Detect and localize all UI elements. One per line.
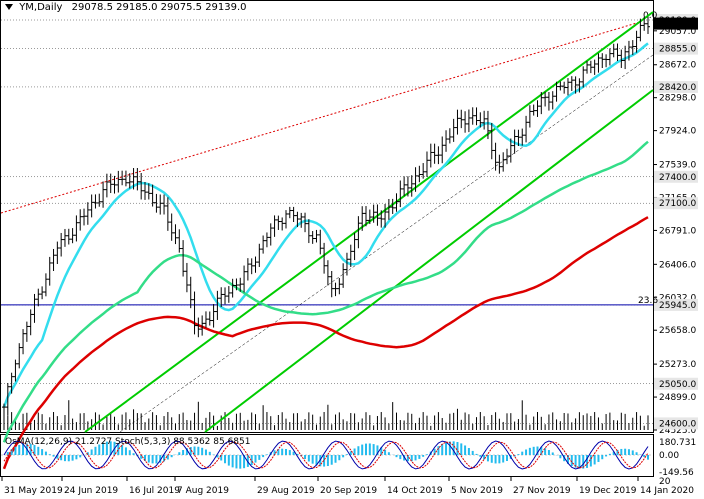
- time-tick-label: 5 Nov 2019: [451, 486, 503, 496]
- time-tick-label: 20 Sep 2019: [320, 486, 377, 496]
- price-tick-label: 24525.0: [659, 426, 696, 436]
- channel-lower: [204, 89, 654, 433]
- osc-extra-tick-label: 20: [659, 477, 671, 487]
- oscillator-panel-frame: [0, 434, 654, 477]
- time-tick-label: 14 Jan 2020: [640, 486, 694, 496]
- ohlc-values: 29078.5 29185.0 29075.5 29139.0: [71, 2, 247, 13]
- level-label-bg: [654, 377, 698, 390]
- trend-line-mid: [119, 54, 654, 433]
- level-label-bg: [654, 298, 698, 311]
- level-label: 27100.0: [659, 199, 696, 209]
- price-tick-label: 26032.0: [659, 293, 696, 303]
- time-tick-label: 29 Aug 2019: [257, 486, 315, 496]
- time-tick-label: 14 Oct 2019: [387, 486, 443, 496]
- osc-tick-label: -149.56: [659, 468, 694, 478]
- symbol-label: YM,Daily: [19, 2, 63, 13]
- price-tick-label: 28672.0: [659, 61, 696, 71]
- osc-tick-label: 0.00: [659, 451, 679, 461]
- price-tick-label: 25273.0: [659, 360, 696, 370]
- price-tick-label: 28298.0: [659, 94, 696, 104]
- price-tick-label: 27924.0: [659, 127, 696, 137]
- time-tick-label: 27 Nov 2019: [513, 486, 571, 496]
- price-tick-label: 24899.0: [659, 393, 696, 403]
- level-label: 24600.0: [659, 419, 696, 429]
- level-label-bg: [654, 170, 698, 183]
- current-price-label: 29139.0: [659, 20, 696, 30]
- ma-slow-line: [2, 216, 649, 470]
- price-tick-label: 29057.0: [659, 27, 696, 37]
- ma-mid-line: [2, 140, 649, 443]
- fib-level-label: 23.6: [638, 296, 658, 306]
- level-label: 28420.0: [659, 83, 696, 93]
- level-label: 25945.0: [659, 301, 696, 311]
- oscillator-title: OsMA(12,26,9) 21.2727 Stoch(5,3,3) 88.53…: [5, 437, 251, 447]
- price-tick-label: 27539.0: [659, 161, 696, 171]
- chart-title: YM,Daily 29078.5 29185.0 29075.5 29139.0: [5, 2, 247, 13]
- time-tick-label: 24 Jun 2019: [64, 486, 118, 496]
- level-label-bg: [654, 42, 698, 55]
- chart-layers: 29057.028672.028298.027924.027539.027165…: [0, 11, 698, 496]
- time-tick-label: 19 Dec 2019: [579, 486, 637, 496]
- channel-upper: [84, 11, 654, 433]
- ma-fast-line: [2, 42, 649, 408]
- level-label-bg: [654, 417, 698, 430]
- price-tick-label: 25658.0: [659, 326, 696, 336]
- level-label: 25050.0: [659, 380, 696, 390]
- time-tick-label: 7 Aug 2019: [177, 486, 229, 496]
- stoch-signal-line: [3, 441, 649, 469]
- time-tick-label: 16 Jul 2019: [129, 486, 180, 496]
- dropdown-arrow-icon[interactable]: [5, 4, 13, 10]
- price-tick-label: 26791.0: [659, 226, 696, 236]
- price-tick-label: 26406.0: [659, 260, 696, 270]
- level-label-bg: [654, 80, 698, 93]
- time-tick-label: 31 May 2019: [4, 486, 63, 496]
- level-label: 27400.0: [659, 173, 696, 183]
- osc-tick-label: 180.731: [659, 438, 696, 448]
- stoch-main-line: [3, 440, 649, 470]
- fib-zero-label: 0.0: [643, 11, 658, 21]
- main-panel-frame: [0, 0, 654, 433]
- level-label-bg: [654, 197, 698, 210]
- level-label: 28855.0: [659, 45, 696, 55]
- trend-line-dotted: [0, 21, 641, 214]
- current-price-box: [654, 17, 698, 30]
